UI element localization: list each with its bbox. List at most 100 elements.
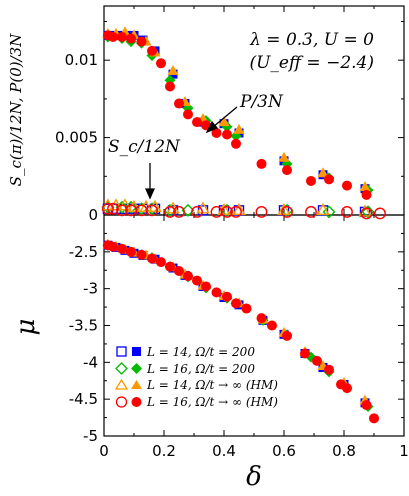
circle-point bbox=[156, 257, 166, 268]
triangle-point bbox=[316, 202, 330, 216]
legend-entry-3: L = 14, Ω/t → ∞ (HM) bbox=[114, 378, 278, 392]
circle-point bbox=[267, 320, 277, 331]
bottom-y-axis-label: μ bbox=[11, 319, 41, 336]
circle-point bbox=[256, 313, 267, 324]
legend-triangle-filled bbox=[131, 380, 142, 389]
triangle-point bbox=[148, 199, 162, 212]
circle-point bbox=[211, 127, 222, 138]
legend-square-open bbox=[116, 346, 127, 357]
circle-point bbox=[374, 207, 386, 220]
y-tick-label: -4.5 bbox=[69, 390, 98, 408]
circle-point bbox=[108, 241, 118, 252]
legend-circle-filled bbox=[131, 397, 142, 407]
diamond-point bbox=[361, 205, 375, 219]
sc-annotation: S_c/12N bbox=[108, 137, 181, 157]
circle-point bbox=[256, 158, 267, 169]
x-axis-label: δ bbox=[246, 462, 262, 492]
circle-point bbox=[361, 189, 372, 200]
circle-point bbox=[107, 202, 119, 215]
circle-point bbox=[102, 202, 114, 215]
x-tick-label: 0 bbox=[99, 442, 109, 460]
triangle-point bbox=[127, 199, 141, 212]
y-tick-label: 0 bbox=[88, 206, 98, 224]
diamond-point bbox=[124, 200, 138, 214]
circle-point bbox=[156, 58, 166, 69]
circle-point bbox=[164, 206, 176, 218]
circle-point bbox=[222, 291, 232, 302]
legend-diamond-filled bbox=[131, 363, 142, 374]
circle-point bbox=[230, 206, 242, 218]
circle-point bbox=[136, 249, 147, 260]
y-tick-label: -3.5 bbox=[69, 317, 98, 335]
circle-point bbox=[192, 275, 202, 286]
params-annotation: λ = 0.3, U = 0 bbox=[249, 30, 374, 50]
circle-point bbox=[361, 400, 372, 411]
circle-point bbox=[116, 204, 128, 217]
circle-point bbox=[117, 31, 127, 42]
y-tick-label: 0.005 bbox=[55, 129, 98, 147]
x-tick-label: 0.6 bbox=[272, 442, 296, 460]
diamond-point bbox=[115, 200, 129, 214]
x-tick-label: 1 bbox=[399, 442, 409, 460]
legend-label-1: L = 14, Ω/t = 200 bbox=[146, 345, 255, 359]
triangle-point bbox=[167, 65, 179, 76]
y-tick-label: -5 bbox=[83, 427, 98, 445]
legend-label-4: L = 16, Ω/t → ∞ (HM) bbox=[146, 395, 278, 409]
triangle-point bbox=[109, 198, 123, 211]
circle-point bbox=[108, 31, 118, 42]
circle-point bbox=[183, 109, 193, 120]
triangle-point bbox=[359, 181, 371, 192]
circle-point bbox=[241, 303, 252, 314]
legend-label-2: L = 16, Ω/t = 200 bbox=[146, 362, 255, 376]
legend-circle-open bbox=[115, 396, 128, 408]
data-marks bbox=[101, 26, 386, 424]
circle-point bbox=[324, 174, 334, 185]
circle-point bbox=[255, 206, 268, 218]
triangle-point bbox=[317, 167, 329, 178]
circle-point bbox=[191, 206, 203, 218]
circle-point bbox=[165, 261, 175, 272]
ueff-annotation: (U_eff = −2.4) bbox=[249, 53, 374, 73]
y-tick-label: -4 bbox=[83, 353, 98, 371]
circle-point bbox=[342, 383, 352, 394]
circle-point bbox=[221, 206, 233, 218]
circle-point bbox=[173, 206, 185, 218]
circle-point bbox=[312, 355, 322, 366]
y-tick-label: -3 bbox=[83, 280, 98, 298]
x-tick-label: 0.4 bbox=[212, 442, 236, 460]
p-arrow bbox=[205, 106, 238, 134]
circle-point bbox=[201, 281, 211, 292]
circle-point bbox=[211, 287, 222, 298]
legend-entry-1: L = 14, Ω/t = 200 bbox=[116, 345, 255, 359]
legend-square-filled bbox=[132, 347, 141, 356]
triangle-point bbox=[232, 202, 246, 216]
circle-point bbox=[231, 138, 241, 149]
circle-point bbox=[165, 81, 175, 92]
circle-point bbox=[369, 413, 379, 424]
circle-point bbox=[360, 207, 373, 220]
legend: L = 14, Ω/t = 200 L = 16, Ω/t = 200 L = … bbox=[114, 345, 278, 409]
circle-point bbox=[126, 246, 136, 257]
circle-point bbox=[222, 129, 232, 140]
circle-point bbox=[282, 165, 292, 176]
legend-entry-2: L = 16, Ω/t = 200 bbox=[115, 362, 255, 376]
circle-point bbox=[300, 348, 310, 359]
circle-point bbox=[174, 98, 184, 109]
triangle-point bbox=[277, 202, 291, 216]
x-tick-label: 0.2 bbox=[152, 442, 176, 460]
diamond-point bbox=[181, 203, 195, 217]
circle-point bbox=[147, 253, 157, 264]
legend-label-3: L = 14, Ω/t → ∞ (HM) bbox=[146, 378, 278, 392]
circle-point bbox=[341, 206, 353, 218]
sc-arrow bbox=[144, 163, 156, 200]
circle-point bbox=[146, 204, 158, 217]
y-tick-label: 0.01 bbox=[65, 51, 98, 69]
circle-point bbox=[342, 180, 352, 191]
y-tick-label: -2.5 bbox=[69, 243, 98, 261]
x-tick-label: 0.8 bbox=[332, 442, 356, 460]
circle-point bbox=[281, 206, 293, 218]
circle-point bbox=[117, 243, 127, 254]
legend-diamond-open bbox=[115, 362, 128, 375]
circle-point bbox=[183, 271, 193, 282]
